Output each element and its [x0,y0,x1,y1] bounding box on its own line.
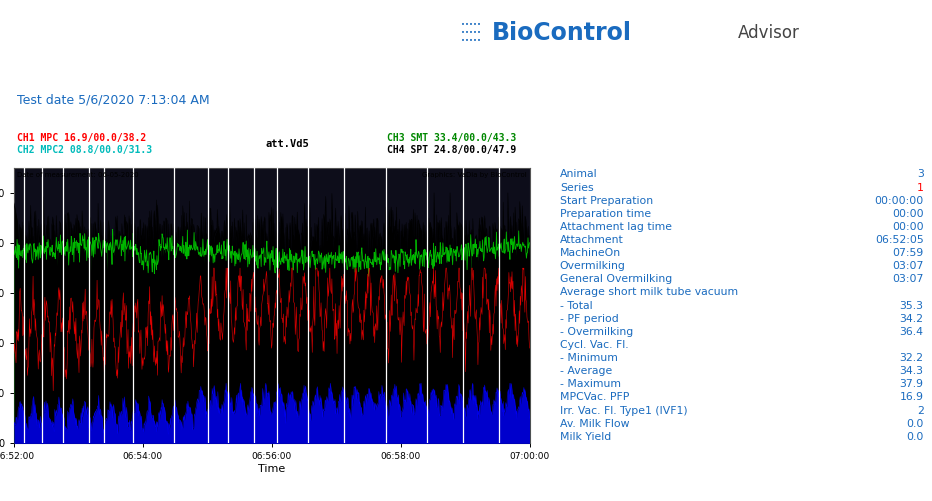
Text: Irr. Vac. Fl. Type1 (IVF1): Irr. Vac. Fl. Type1 (IVF1) [560,406,688,416]
Text: att.Vd5: att.Vd5 [266,139,309,149]
Text: General Overmilking: General Overmilking [560,275,672,285]
Text: 00:00:00: 00:00:00 [874,195,924,205]
Text: Average short milk tube vacuum: Average short milk tube vacuum [560,288,738,298]
Text: - Average: - Average [560,366,612,376]
Text: Series: Series [560,182,594,192]
Text: Overmilking: Overmilking [560,261,625,271]
Text: Av. Milk Flow: Av. Milk Flow [560,419,629,429]
Text: 36.4: 36.4 [899,327,924,337]
Text: 0.0: 0.0 [906,419,924,429]
Text: 37.9: 37.9 [899,379,924,389]
Text: BioControl: BioControl [492,21,632,45]
Text: Test date 5/6/2020 7:13:04 AM: Test date 5/6/2020 7:13:04 AM [17,94,210,107]
Text: 03:07: 03:07 [892,275,924,285]
Text: CH3 SMT 33.4/00.0/43.3: CH3 SMT 33.4/00.0/43.3 [387,133,516,143]
Text: 32.2: 32.2 [899,353,924,363]
Text: CH2 MPC2 08.8/00.0/31.3: CH2 MPC2 08.8/00.0/31.3 [17,145,152,155]
Text: Cycl. Vac. Fl.: Cycl. Vac. Fl. [560,340,628,350]
Text: 2: 2 [917,406,924,416]
Text: 03:07: 03:07 [892,261,924,271]
Text: 1: 1 [917,182,924,192]
Text: Advisor: Advisor [738,24,800,42]
Text: CH1 MPC 16.9/00.0/38.2: CH1 MPC 16.9/00.0/38.2 [17,133,146,143]
Text: 00:00: 00:00 [892,209,924,219]
Text: 3: 3 [917,169,924,179]
Text: Start Preparation: Start Preparation [560,195,653,205]
Text: - Total: - Total [560,301,593,311]
Text: Graphics: VaDia by BioControl: Graphics: VaDia by BioControl [422,172,527,178]
Text: 35.3: 35.3 [899,301,924,311]
Text: 16.9: 16.9 [899,392,924,402]
Text: Preparation time: Preparation time [560,209,651,219]
Text: 0.0: 0.0 [906,432,924,442]
Text: 00:00: 00:00 [892,222,924,232]
Text: Date of measurement: 06-05-2020: Date of measurement: 06-05-2020 [17,172,138,178]
Text: 07:59: 07:59 [892,248,924,258]
Text: - PF period: - PF period [560,314,619,324]
X-axis label: Time: Time [258,464,285,474]
Text: MPCVac. PFP: MPCVac. PFP [560,392,629,402]
Text: 06:52:05: 06:52:05 [875,235,924,245]
Text: 34.3: 34.3 [899,366,924,376]
Text: MachineOn: MachineOn [560,248,621,258]
Text: - Minimum: - Minimum [560,353,618,363]
Text: CH4 SPT 24.8/00.0/47.9: CH4 SPT 24.8/00.0/47.9 [387,145,516,155]
Text: •••••
•••••
•••••: ••••• ••••• ••••• [461,22,481,44]
Text: 34.2: 34.2 [899,314,924,324]
Text: Attachment lag time: Attachment lag time [560,222,672,232]
Text: Animal: Animal [560,169,597,179]
Text: Attachment: Attachment [560,235,624,245]
Text: - Overmilking: - Overmilking [560,327,633,337]
Text: - Maximum: - Maximum [560,379,621,389]
Text: Milk Yield: Milk Yield [560,432,611,442]
